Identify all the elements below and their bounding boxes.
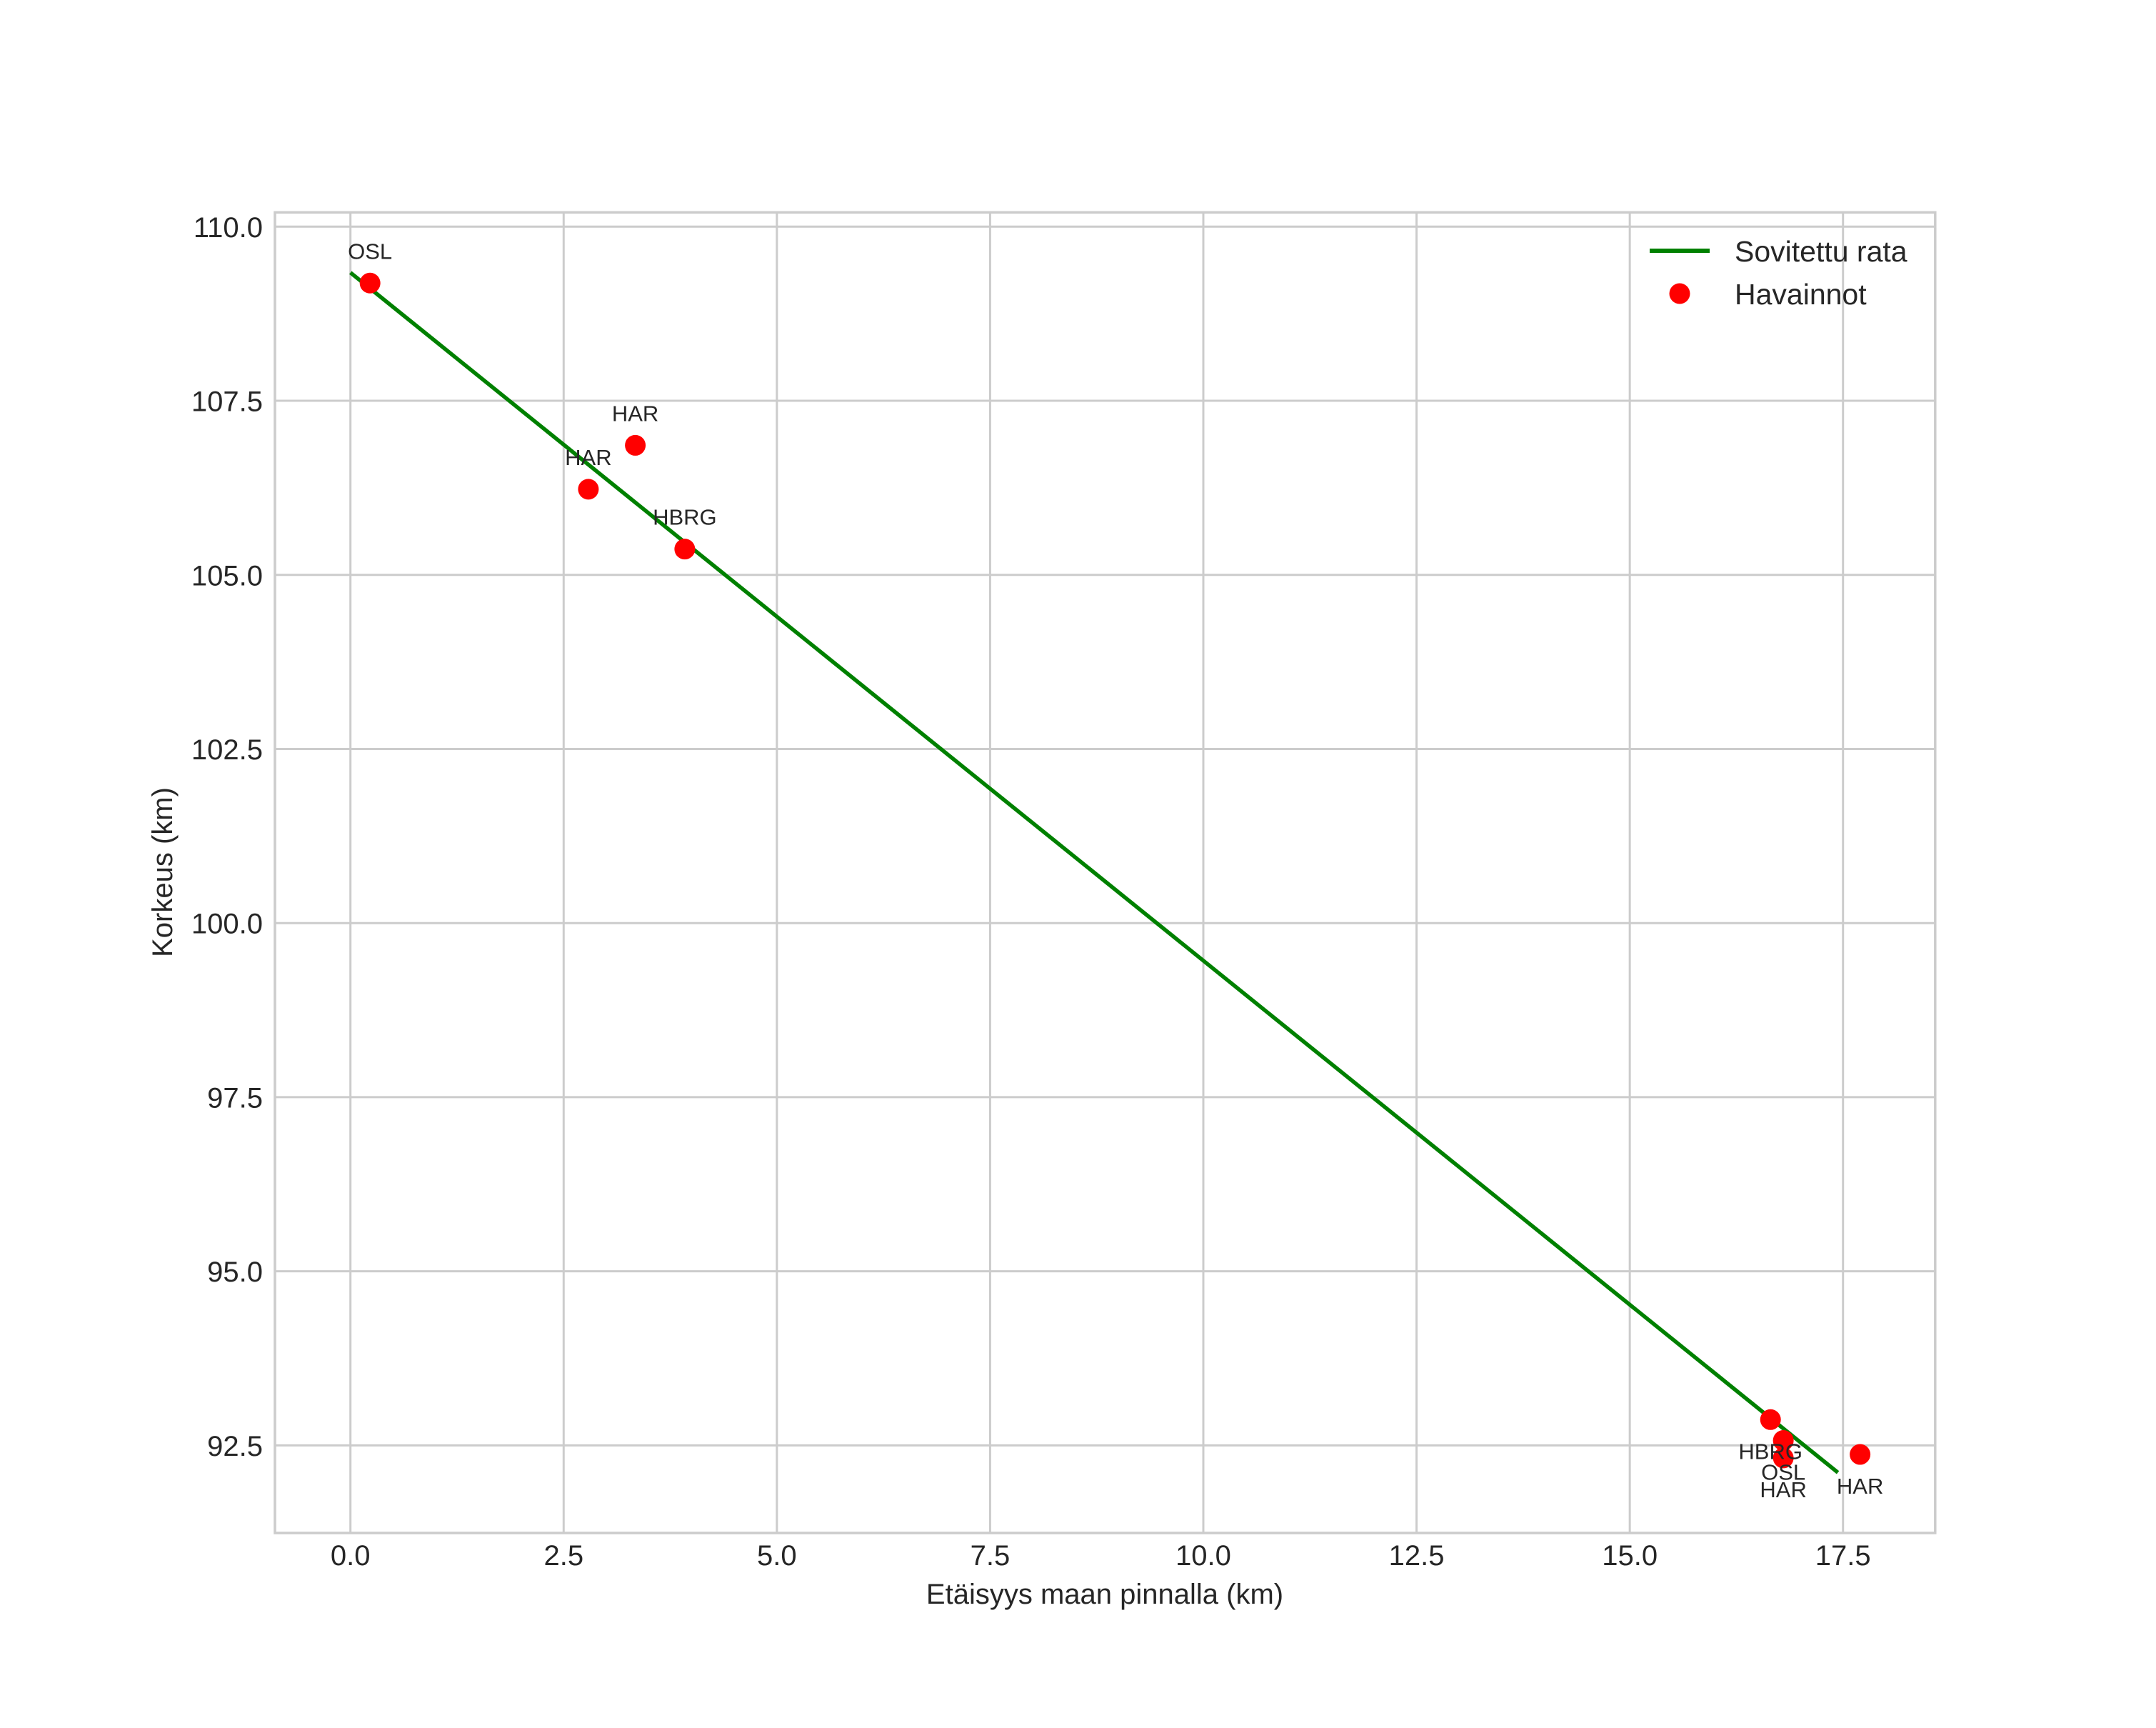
x-tick-label: 15.0 (1602, 1540, 1658, 1572)
y-tick-label: 107.5 (191, 386, 263, 418)
x-tick-label: 5.0 (757, 1540, 797, 1572)
y-tick-label: 102.5 (191, 734, 263, 766)
observation-point (625, 434, 646, 456)
legend-dot-icon (1669, 283, 1690, 304)
observation-point (1773, 1430, 1794, 1452)
x-gridlines (349, 212, 1845, 1533)
observation-point (674, 539, 696, 560)
axes-frame (274, 211, 1937, 1534)
y-tick-label: 110.0 (194, 212, 263, 244)
y-tick-label: 92.5 (207, 1431, 263, 1462)
legend-label-observations: Havainnot (1735, 278, 1867, 311)
observation-point (1773, 1447, 1794, 1469)
y-tick-labels: 92.5 95.0 97.5 100.0 102.5 105.0 107.5 110.0 (191, 212, 263, 1462)
y-tick-label: 105.0 (191, 560, 263, 591)
x-tick-label: 7.5 (971, 1540, 1011, 1572)
point-label: HAR (1760, 1477, 1806, 1502)
point-label: HAR (612, 401, 658, 426)
y-tick-label: 97.5 (207, 1082, 263, 1114)
x-tick-label: 17.5 (1815, 1540, 1871, 1572)
legend: Sovitettu rata Havainnot (1650, 235, 1907, 311)
x-tick-label: 12.5 (1389, 1540, 1445, 1572)
legend-label-fit: Sovitettu rata (1735, 235, 1907, 268)
point-label: HBRG (1738, 1439, 1802, 1464)
fit-line-series (349, 271, 1840, 1474)
point-label: HAR (1837, 1474, 1883, 1499)
x-tick-labels: 0.0 2.5 5.0 7.5 10.0 12.5 15.0 17.5 (331, 1540, 1871, 1572)
x-axis-label: Etäisyys maan pinnalla (km) (926, 1579, 1283, 1610)
observation-point (359, 272, 381, 294)
observation-point (1850, 1444, 1871, 1465)
observation-points (359, 272, 1871, 1469)
observation-point (1760, 1409, 1781, 1430)
x-tick-label: 2.5 (543, 1540, 583, 1572)
y-gridlines (275, 225, 1935, 1447)
observation-point (578, 479, 599, 500)
x-tick-label: 0.0 (331, 1540, 371, 1572)
point-label: OSL (348, 239, 392, 264)
y-tick-label: 95.0 (207, 1257, 263, 1288)
y-axis-label: Korkeus (km) (147, 787, 179, 957)
point-label: HBRG (653, 505, 717, 530)
fit-line (349, 271, 1840, 1474)
point-label: OSL (1761, 1460, 1805, 1485)
point-label: HAR (565, 445, 611, 470)
y-tick-label: 100.0 (191, 909, 263, 940)
x-tick-label: 10.0 (1175, 1540, 1231, 1572)
